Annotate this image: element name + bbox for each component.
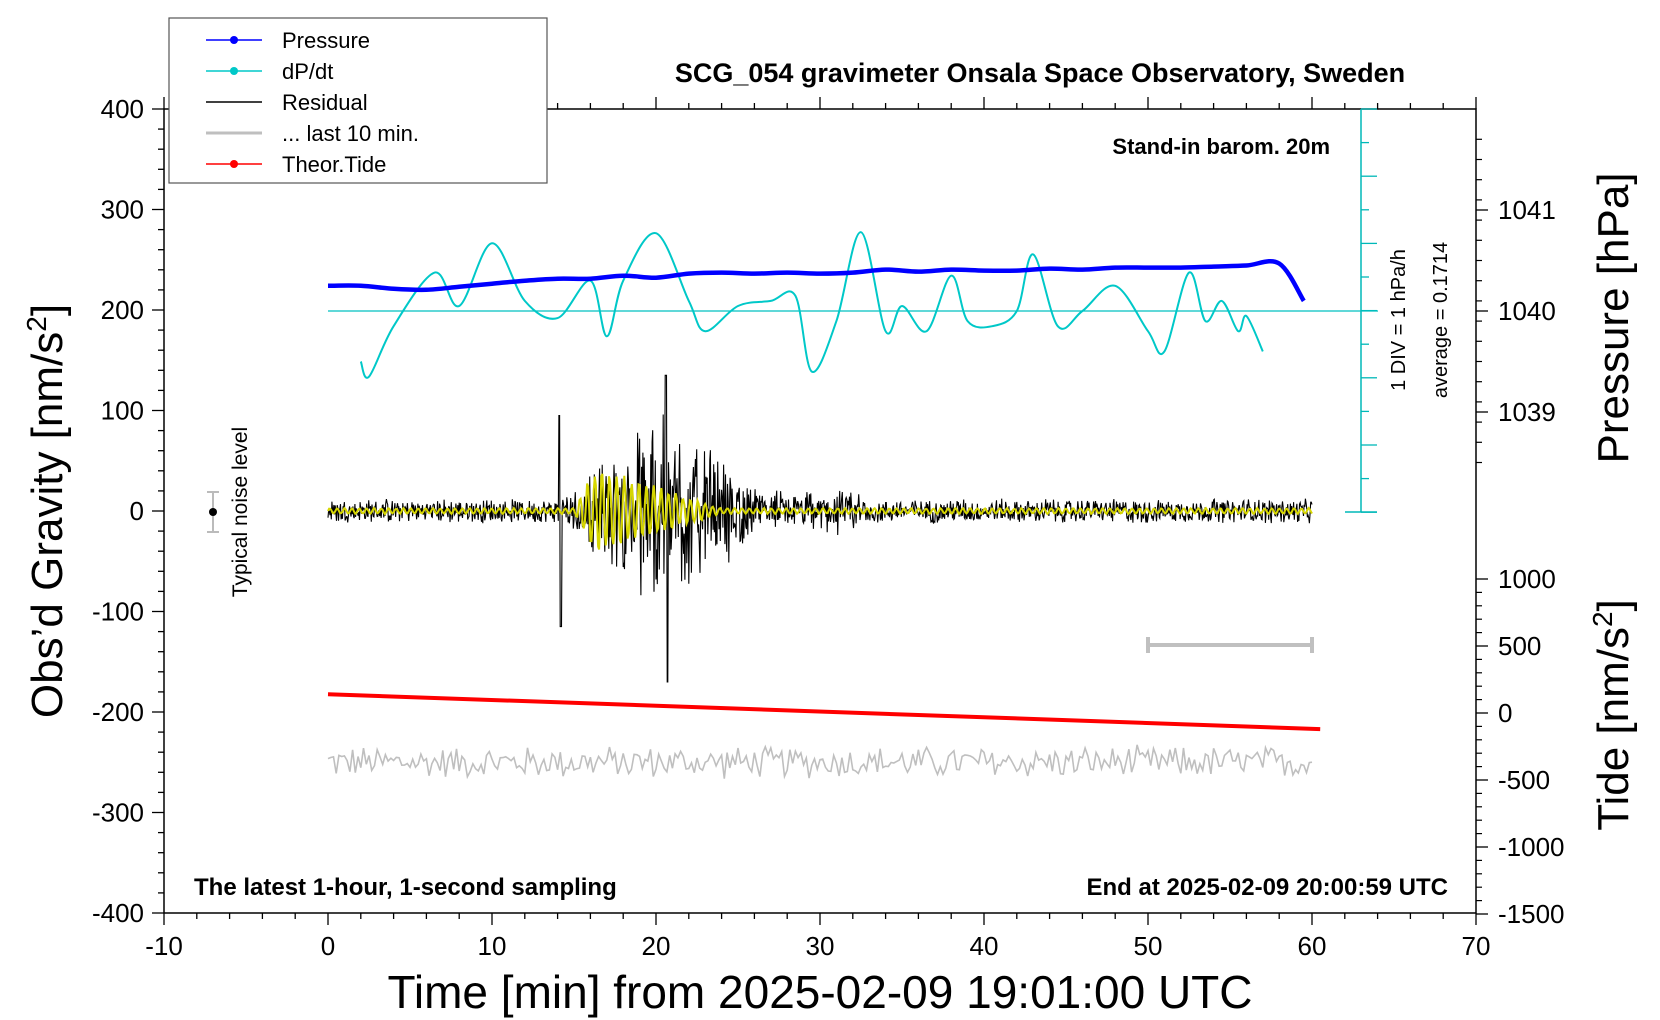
x-tick-label: 0 [321, 931, 335, 961]
noise-level-indicator [207, 491, 219, 533]
x-tick-label: 30 [806, 931, 835, 961]
end-at-label: End at 2025-02-09 20:00:59 UTC [1087, 874, 1449, 901]
legend-label: ... last 10 min. [282, 121, 419, 146]
legend-marker [230, 67, 238, 75]
y-tick-label: -300 [92, 798, 144, 828]
chart-title: SCG_054 gravimeter Onsala Space Observat… [675, 58, 1405, 88]
average-label: average = 0.1714 [1430, 242, 1452, 398]
pressure-tick-label: 1040 [1498, 296, 1556, 326]
y-tick-label: 300 [101, 195, 144, 225]
legend-label: dP/dt [282, 59, 333, 84]
y-axis-label-pressure: Pressure [hPa] [1589, 172, 1638, 463]
series-last-10-min [327, 744, 1313, 780]
legend-label: Theor.Tide [282, 152, 386, 177]
y-axis-label-left: Obs’d Gravity [nm/s2] [21, 304, 72, 718]
stand-in-label: Stand-in barom. 20m [1112, 134, 1330, 159]
series-filtered [327, 473, 1313, 550]
tide-tick-label: 500 [1498, 631, 1541, 661]
tide-tick-label: 0 [1498, 698, 1512, 728]
tide-tick-label: 1000 [1498, 564, 1556, 594]
tide-tick-label: -500 [1498, 765, 1550, 795]
tide-tick-labels: 1000 500 0 -500 -1000 -1500 [1498, 564, 1565, 929]
x-axis-label: Time [min] from 2025-02-09 19:01:00 UTC [388, 966, 1253, 1018]
pressure-tick-labels: 1041 1040 1039 [1498, 195, 1556, 427]
legend-label: Residual [282, 90, 368, 115]
pressure-tick-label: 1039 [1498, 397, 1556, 427]
y-tick-label: 100 [101, 396, 144, 426]
series-theor-tide [327, 692, 1321, 732]
y-tick-label: -400 [92, 898, 144, 928]
y-tick-label: -100 [92, 597, 144, 627]
noise-level-label: Typical noise level [229, 427, 252, 597]
series-pressure [327, 259, 1306, 303]
x-tick-label: 20 [642, 931, 671, 961]
legend-box [168, 17, 548, 184]
tide-tick-label: -1000 [1498, 832, 1565, 862]
x-tick-label: 40 [970, 931, 999, 961]
legend-label: Pressure [282, 28, 370, 53]
y-tick-labels: 400 300 200 100 0 -100 -200 -300 -400 [92, 94, 144, 928]
x-tick-label: 70 [1462, 931, 1491, 961]
tide-tick-label: -1500 [1498, 899, 1565, 929]
y-tick-label: 200 [101, 295, 144, 325]
series-layer [327, 231, 1321, 780]
x-tick-label: 60 [1298, 931, 1327, 961]
latest-label: The latest 1-hour, 1-second sampling [194, 874, 617, 901]
gray-range-bar [1146, 637, 1314, 653]
y-tick-label: 400 [101, 94, 144, 124]
x-tick-label: -10 [145, 931, 183, 961]
x-tick-label: 50 [1134, 931, 1163, 961]
axis-ticks [152, 97, 1488, 925]
pressure-tick-label: 1041 [1498, 195, 1556, 225]
legend-marker [230, 36, 238, 44]
div-scale-label: 1 DIV = 1 hPa/h [1388, 249, 1410, 391]
legend: Pressure dP/dt Residual ... last 10 min. The… [168, 17, 548, 184]
y-axis-label-tide: Tide [nm/s2] [1587, 599, 1638, 831]
series-dpdt [359, 231, 1264, 379]
y-tick-label: 0 [130, 496, 144, 526]
y-tick-label: -200 [92, 697, 144, 727]
x-tick-labels: -10 0 10 20 30 40 50 60 70 [145, 931, 1490, 961]
legend-marker [230, 160, 238, 168]
x-tick-label: 10 [478, 931, 507, 961]
